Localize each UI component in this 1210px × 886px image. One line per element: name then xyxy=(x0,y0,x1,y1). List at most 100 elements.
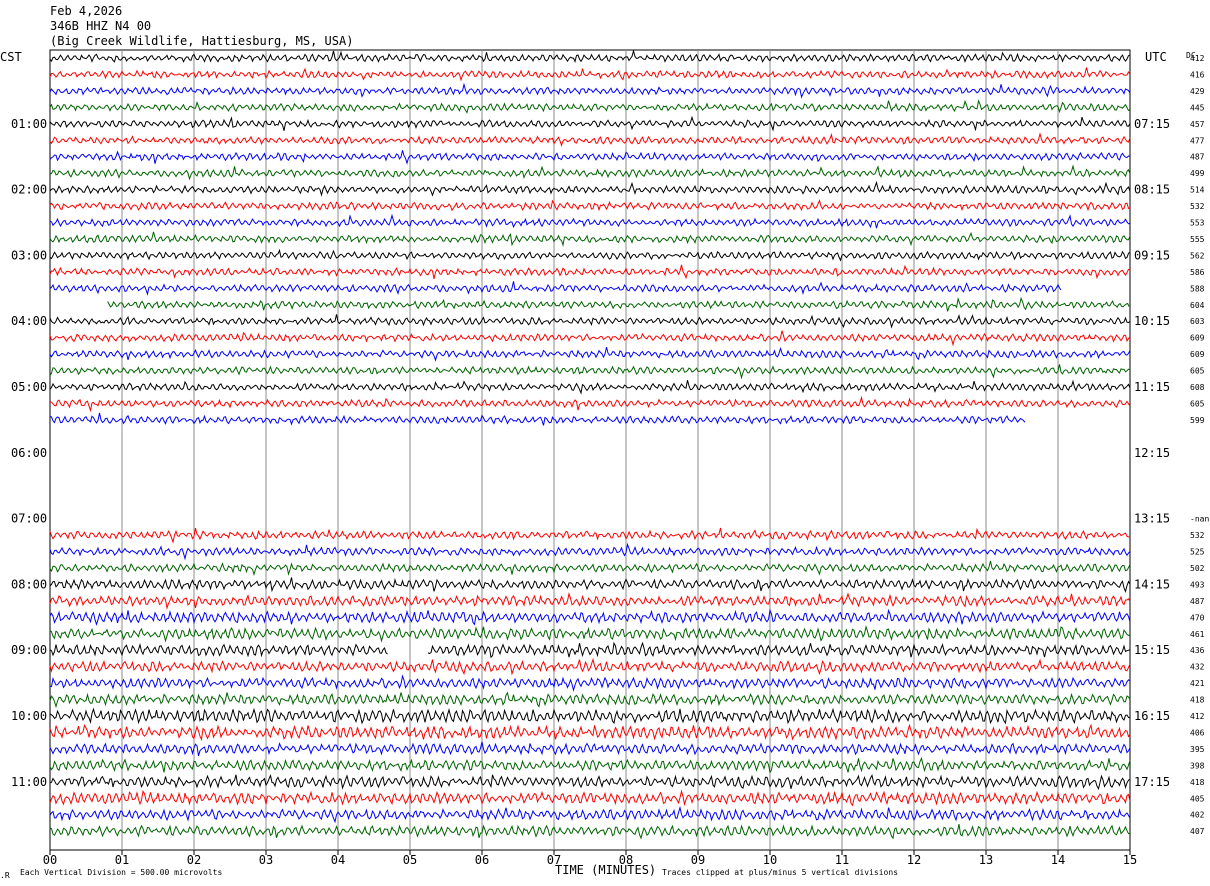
dc-offset-label: 461 xyxy=(1190,630,1205,639)
x-axis-title: TIME (MINUTES) xyxy=(555,863,656,877)
x-tick-label: 05 xyxy=(403,853,417,867)
dc-offset-label: 457 xyxy=(1190,120,1205,129)
trace-line xyxy=(49,180,1131,197)
trace-line xyxy=(49,330,1131,347)
trace-line xyxy=(49,164,1131,181)
dc-offset-label: 586 xyxy=(1190,268,1205,277)
trace-line xyxy=(49,199,1131,212)
trace-line xyxy=(49,264,1131,280)
cst-hour-label: 02:00 xyxy=(11,183,47,197)
clip-note: Traces clipped at plus/minus 5 vertical … xyxy=(662,868,898,877)
utc-hour-label: 14:15 xyxy=(1134,577,1170,591)
x-tick-label: 11 xyxy=(835,853,849,867)
x-tick-label: 04 xyxy=(331,853,345,867)
utc-hour-label: 11:15 xyxy=(1134,380,1170,394)
x-tick-label: 03 xyxy=(259,853,273,867)
dc-offset-label: 477 xyxy=(1190,136,1205,145)
dc-offset-label: 555 xyxy=(1190,235,1205,244)
dc-offset-label: 395 xyxy=(1190,745,1205,754)
dc-offset-label: 605 xyxy=(1190,367,1205,376)
utc-hour-label: 15:15 xyxy=(1134,643,1170,657)
x-tick-label: 01 xyxy=(115,853,129,867)
trace-line xyxy=(49,314,1131,329)
dc-offset-label: 603 xyxy=(1190,317,1205,326)
cst-hour-label: 01:00 xyxy=(11,117,47,131)
trace-line xyxy=(49,132,1131,147)
x-tick-label: 09 xyxy=(691,853,705,867)
dc-offset-label: 532 xyxy=(1190,202,1205,211)
dc-offset-label: 418 xyxy=(1190,696,1205,705)
dc-label: DC xyxy=(1186,51,1196,60)
utc-hour-label: 10:15 xyxy=(1134,314,1170,328)
dc-offset-label: 562 xyxy=(1190,251,1205,260)
utc-hour-label: 09:15 xyxy=(1134,248,1170,262)
dc-offset-label: 398 xyxy=(1190,761,1205,770)
dc-offset-label: 599 xyxy=(1190,416,1205,425)
dc-offset-label: 470 xyxy=(1190,613,1205,622)
cst-hour-label: 03:00 xyxy=(11,248,47,262)
trace-line xyxy=(49,213,1131,229)
trace-line xyxy=(49,707,1131,725)
dc-offset-label: 487 xyxy=(1190,153,1205,162)
x-tick-label: 00 xyxy=(43,853,57,867)
plot-frame xyxy=(49,49,1131,851)
dc-offset-label: 514 xyxy=(1190,186,1205,195)
dc-offset-label: 499 xyxy=(1190,169,1205,178)
trace-line xyxy=(49,774,1131,791)
trace-line xyxy=(49,542,1131,561)
dc-offset-label: 604 xyxy=(1190,301,1205,310)
trace-line xyxy=(49,823,1130,840)
dc-offset-label: 429 xyxy=(1190,87,1205,96)
x-tick-label: 06 xyxy=(475,853,489,867)
time-grid xyxy=(49,49,1131,855)
utc-hour-label: 07:15 xyxy=(1134,117,1170,131)
dc-offset-label: 605 xyxy=(1190,399,1205,408)
dc-offset-label: 588 xyxy=(1190,284,1205,293)
date-label: Feb 4,2026 xyxy=(50,4,123,18)
corner-mark: .R xyxy=(0,871,10,880)
dc-offset-label: 493 xyxy=(1190,580,1205,589)
utc-hour-label: 12:15 xyxy=(1134,446,1170,460)
cst-hour-label: 09:00 xyxy=(11,643,47,657)
trace-line xyxy=(49,150,1131,165)
trace-line xyxy=(49,577,1131,593)
division-note: Each Vertical Division = 500.00 microvol… xyxy=(20,868,222,877)
trace-line xyxy=(49,49,1131,64)
trace-line xyxy=(49,560,1131,577)
dc-offset-label: 608 xyxy=(1190,383,1205,392)
dc-offset-label: 436 xyxy=(1190,646,1205,655)
dc-offset-label: -nan xyxy=(1190,515,1209,524)
dc-offset-label: 402 xyxy=(1190,811,1205,820)
cst-hour-label: 11:00 xyxy=(11,775,47,789)
utc-hour-label: 16:15 xyxy=(1134,709,1170,723)
trace-line xyxy=(49,82,1131,99)
trace-line xyxy=(49,756,1131,774)
dc-offset-label: 553 xyxy=(1190,219,1205,228)
dc-offset-label: 445 xyxy=(1190,103,1205,112)
utc-hour-label: 17:15 xyxy=(1134,775,1170,789)
dc-offset-label: 416 xyxy=(1190,70,1205,79)
trace-line xyxy=(49,115,1131,132)
channel-label: 346B HHZ N4 00 xyxy=(50,19,152,33)
trace-line xyxy=(49,624,1131,643)
utc-hour-label: 08:15 xyxy=(1134,183,1170,197)
station-label: (Big Creek Wildlife, Hattiesburg, MS, US… xyxy=(50,34,354,48)
dc-offset-label: 609 xyxy=(1190,350,1205,359)
trace-line xyxy=(49,789,1131,807)
cst-hour-label: 04:00 xyxy=(11,314,47,328)
trace-line xyxy=(49,395,1131,413)
dc-offset-label: 405 xyxy=(1190,794,1205,803)
dc-offset-label: 407 xyxy=(1190,827,1205,836)
trace-line xyxy=(49,674,1131,693)
trace-line xyxy=(49,379,1131,395)
trace-line xyxy=(49,641,1131,659)
trace-line xyxy=(49,99,1131,114)
x-tick-label: 15 xyxy=(1123,853,1137,867)
trace-line xyxy=(49,608,1131,626)
axis-labels: 00 01 02 03 04 05 06 07 08 09 10 11 12 13 14 15 01:00 07:… xyxy=(11,54,1209,867)
dc-offset-label: 406 xyxy=(1190,728,1205,737)
x-tick-label: 07 xyxy=(547,853,561,867)
cst-hour-label: 07:00 xyxy=(11,512,47,526)
dc-offset-label: 432 xyxy=(1190,663,1205,672)
dc-offset-label: 525 xyxy=(1190,548,1205,557)
